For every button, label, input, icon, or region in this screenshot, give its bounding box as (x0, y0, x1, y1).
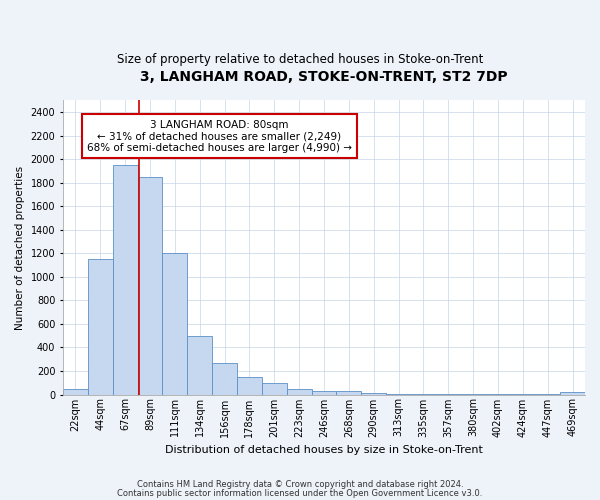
Bar (262, 383, 287, 394)
Bar (187, 336, 212, 394)
Bar (63, 388, 88, 394)
Title: 3, LANGHAM ROAD, STOKE-ON-TRENT, ST2 7DP: 3, LANGHAM ROAD, STOKE-ON-TRENT, ST2 7DP (140, 70, 508, 84)
Bar (287, 388, 311, 394)
Text: Contains HM Land Registry data © Crown copyright and database right 2024.: Contains HM Land Registry data © Crown c… (137, 480, 463, 489)
Bar (560, 392, 585, 394)
Bar (113, 165, 137, 394)
Y-axis label: Number of detached properties: Number of detached properties (15, 166, 25, 330)
Text: Contains public sector information licensed under the Open Government Licence v3: Contains public sector information licen… (118, 488, 482, 498)
Text: Size of property relative to detached houses in Stoke-on-Trent: Size of property relative to detached ho… (117, 52, 483, 66)
Bar (212, 363, 237, 394)
Bar (337, 391, 361, 394)
Bar (163, 254, 187, 394)
Bar (88, 259, 113, 394)
Bar (137, 177, 163, 394)
Bar (311, 391, 337, 394)
Bar (237, 377, 262, 394)
X-axis label: Distribution of detached houses by size in Stoke-on-Trent: Distribution of detached houses by size … (165, 445, 483, 455)
Text: 3 LANGHAM ROAD: 80sqm
← 31% of detached houses are smaller (2,249)
68% of semi-d: 3 LANGHAM ROAD: 80sqm ← 31% of detached … (87, 120, 352, 153)
Bar (361, 392, 386, 394)
